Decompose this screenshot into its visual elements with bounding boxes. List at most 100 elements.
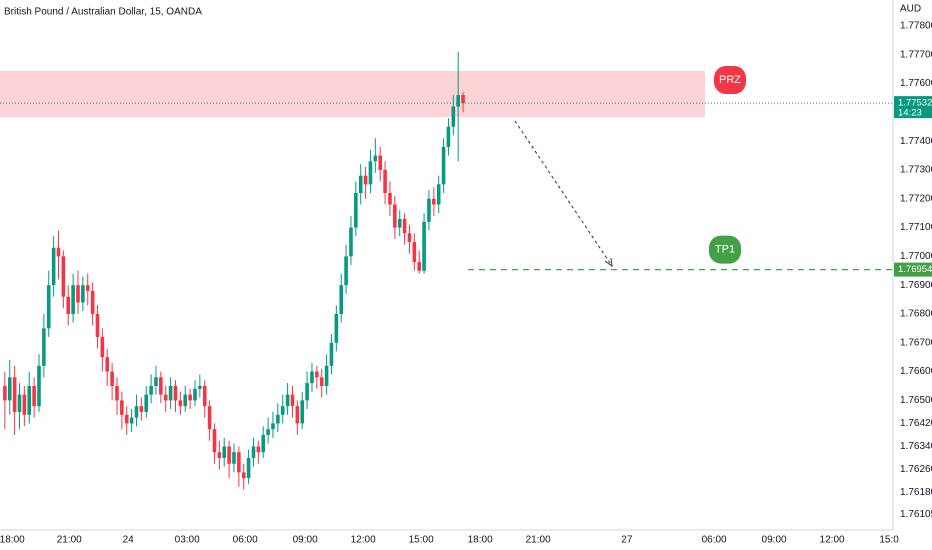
- candle-body: [159, 377, 163, 395]
- candle-body: [285, 394, 290, 407]
- target-price-box: [894, 262, 932, 277]
- candle-body: [315, 371, 319, 378]
- prz-label: PRZ: [719, 74, 741, 86]
- candle-body: [271, 423, 275, 430]
- candle-body: [266, 429, 270, 435]
- candle-body: [27, 385, 32, 415]
- y-tick-label: 1.77300: [900, 165, 932, 176]
- candle-body: [144, 394, 149, 412]
- x-tick-label: 09:00: [293, 535, 318, 546]
- candle-body: [373, 155, 378, 162]
- x-tick-label: 12:00: [820, 535, 845, 546]
- candle-body: [461, 95, 465, 104]
- candle-body: [412, 241, 417, 263]
- y-tick-label: 1.77600: [900, 78, 932, 89]
- candle-body: [354, 192, 358, 228]
- candle-body: [358, 175, 363, 193]
- candle-body: [334, 313, 339, 343]
- candle-body: [110, 371, 114, 386]
- candle-body: [81, 285, 85, 303]
- candle-body: [22, 394, 27, 415]
- x-tick-label: 03:00: [175, 535, 200, 546]
- candle-body: [251, 446, 256, 458]
- candle-body: [436, 184, 441, 205]
- candle-body: [417, 262, 422, 271]
- candle-body: [319, 377, 324, 386]
- countdown-label: 14:23: [898, 108, 922, 119]
- candle-body: [310, 371, 314, 384]
- plot: [3, 51, 465, 490]
- y-tick-label: 1.76700: [900, 337, 932, 348]
- candle-body: [149, 385, 153, 395]
- candle-body: [178, 400, 183, 407]
- candle-body: [183, 394, 188, 407]
- prz-bubble: [714, 66, 746, 94]
- candle-body: [280, 406, 285, 415]
- y-tick-label: 1.76420: [900, 418, 932, 429]
- candle-body: [173, 385, 178, 401]
- candle-body: [456, 95, 460, 107]
- x-tick-label: 06:00: [233, 535, 258, 546]
- candle-body: [198, 385, 202, 389]
- candle-body: [393, 204, 397, 228]
- x-tick-label: 15:0: [879, 535, 899, 546]
- candle-body: [402, 218, 407, 234]
- candle-body: [441, 146, 446, 185]
- y-tick-label: 1.76800: [900, 309, 932, 320]
- candle-body: [329, 342, 334, 366]
- candle-body: [432, 198, 436, 205]
- candle-body: [295, 406, 300, 424]
- candle-body: [51, 247, 56, 286]
- candle-body: [212, 429, 217, 453]
- y-tick-label: 1.77000: [900, 251, 932, 262]
- x-tick-label: 12:00: [351, 535, 376, 546]
- candle-body: [344, 256, 348, 286]
- x-tick-label: 09:00: [762, 535, 787, 546]
- arrow-head: [604, 257, 613, 268]
- candle-body: [129, 417, 134, 424]
- y-tick-label: 1.76105: [900, 509, 932, 520]
- candle-body: [407, 233, 412, 242]
- candle-body: [163, 394, 168, 401]
- last-price-box: [894, 96, 932, 119]
- y-tick-label: 1.77800: [900, 21, 932, 32]
- last-price-label: 1.77532: [898, 98, 932, 109]
- candle-body: [222, 446, 227, 458]
- y-tick-label: 1.76260: [900, 464, 932, 475]
- candle-body: [66, 296, 71, 314]
- candle-body: [154, 377, 158, 386]
- candle-body: [120, 400, 124, 415]
- candle-body: [246, 457, 251, 479]
- candle-body: [207, 406, 212, 430]
- x-tick-label: 18:00: [468, 535, 493, 546]
- candle-body: [339, 285, 344, 314]
- y-tick-label: 1.77400: [900, 136, 932, 147]
- candle-body: [397, 218, 402, 228]
- candle-body: [290, 394, 295, 407]
- x-tick-label: 18:00: [0, 535, 25, 546]
- candle-body: [139, 406, 144, 412]
- y-tick-label: 1.77700: [900, 49, 932, 60]
- x-tick-label: 15:00: [409, 535, 434, 546]
- candle-body: [168, 385, 173, 401]
- candle-body: [202, 385, 207, 407]
- candle-body: [349, 227, 353, 257]
- chart-title: British Pound / Australian Dollar, 15, O…: [4, 7, 202, 18]
- target-bubble: [709, 235, 741, 264]
- candle-body: [388, 192, 392, 205]
- candle-body: [368, 161, 373, 185]
- candle-body: [276, 414, 280, 424]
- candle-body: [451, 106, 456, 127]
- candle-body: [37, 365, 41, 407]
- currency: AUD: [900, 4, 921, 15]
- x-tick-label: 21:00: [57, 535, 82, 546]
- candle-body: [363, 175, 368, 185]
- candle-body: [7, 377, 12, 401]
- candle-body: [3, 385, 7, 401]
- candle-body: [105, 357, 110, 372]
- candle-body: [378, 155, 383, 170]
- candle-body: [256, 446, 261, 453]
- candle-body: [61, 256, 66, 297]
